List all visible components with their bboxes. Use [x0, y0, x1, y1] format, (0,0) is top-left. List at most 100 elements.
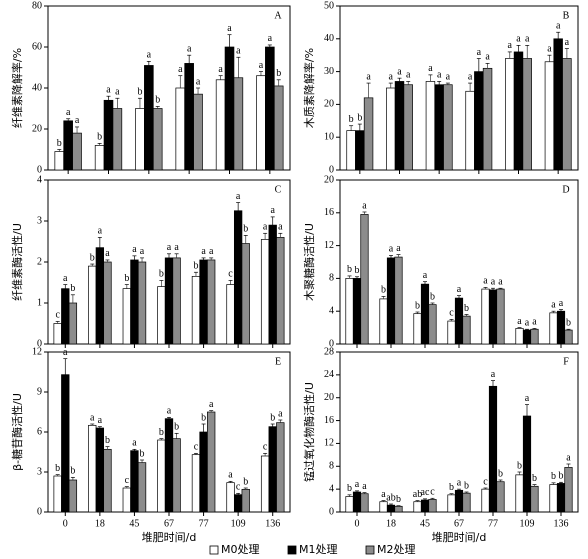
y-axis-label: 木质素降解率/% — [302, 48, 316, 128]
bar — [157, 286, 166, 345]
y-tick-label: 8 — [329, 461, 334, 472]
bar — [505, 58, 515, 171]
significance-letter: b — [449, 482, 454, 493]
bar — [164, 257, 174, 345]
significance-letter: ab — [413, 489, 422, 500]
significance-letter: a — [209, 246, 214, 257]
significance-letter: b — [415, 300, 420, 311]
significance-letter: a — [566, 452, 571, 463]
bar — [172, 438, 181, 513]
significance-letter: a — [278, 408, 283, 419]
significance-letter: c — [263, 442, 268, 453]
y-axis-label: 纤维素降解率/% — [10, 48, 24, 128]
significance-letter: a — [75, 115, 80, 126]
bar — [481, 488, 490, 513]
bar — [481, 288, 490, 345]
y-tick-label: 4 — [329, 483, 334, 494]
bar — [95, 247, 105, 345]
bar — [352, 278, 362, 345]
significance-letter: a — [115, 87, 120, 98]
significance-letter: a — [167, 406, 172, 417]
bar — [462, 315, 471, 345]
significance-letter: a — [559, 298, 564, 309]
significance-letter: a — [508, 40, 513, 51]
bar — [199, 431, 208, 513]
x-tick-label: 136 — [265, 518, 280, 529]
y-tick-label: 0 — [37, 338, 42, 349]
bar — [224, 46, 235, 171]
significance-letter: a — [485, 52, 490, 63]
y-tick-label: 16 — [324, 207, 334, 218]
significance-letter: c — [483, 476, 488, 487]
bar — [53, 323, 62, 345]
bar — [363, 97, 374, 171]
bar — [379, 298, 388, 345]
y-axis-label: 锰过氧化物酶活性/U — [302, 382, 316, 482]
bar — [530, 485, 539, 513]
bar — [413, 313, 422, 345]
y-tick-label: 3 — [37, 215, 42, 226]
significance-letter: a — [209, 399, 214, 410]
significance-letter: a — [140, 246, 145, 257]
bar — [355, 130, 365, 171]
significance-letter: a — [63, 347, 68, 358]
significance-letter: a — [270, 205, 275, 216]
bar — [386, 504, 396, 513]
significance-letter: b — [90, 252, 95, 263]
x-tick-label: 18 — [386, 518, 396, 529]
bar — [428, 499, 437, 513]
significance-letter: a — [457, 284, 462, 295]
significance-letter: b — [532, 473, 537, 484]
significance-letter: a — [201, 246, 206, 257]
significance-letter: ab — [386, 492, 395, 503]
bar — [360, 214, 369, 345]
bar — [265, 46, 275, 171]
significance-letter: a — [98, 415, 103, 426]
significance-letter: b — [566, 318, 571, 329]
significance-letter: b — [464, 480, 469, 491]
bar — [191, 454, 201, 513]
bar — [175, 87, 186, 171]
legend: M0处理 M1处理 M2处理 — [209, 543, 416, 556]
y-tick-label: 28 — [324, 346, 334, 357]
significance-letter: b — [276, 68, 281, 79]
bar — [352, 491, 362, 513]
bar — [137, 261, 147, 345]
significance-letter: a — [428, 63, 433, 74]
bar — [420, 499, 430, 513]
significance-letter: a — [90, 412, 95, 423]
significance-letter: a — [389, 244, 394, 255]
significance-letter: a — [132, 438, 137, 449]
significance-letter: a — [491, 277, 496, 288]
bar — [443, 84, 453, 171]
bar — [447, 320, 456, 345]
x-tick-label: 67 — [164, 518, 174, 529]
bar — [434, 84, 444, 171]
bar — [88, 424, 97, 513]
x-tick-label: 45 — [420, 518, 430, 529]
significance-letter: b — [551, 471, 556, 482]
bar — [164, 418, 174, 513]
y-tick-label: 20 — [324, 392, 334, 403]
significance-letter: a — [532, 317, 537, 328]
legend-label: M2处理 — [377, 543, 416, 556]
bar — [172, 257, 181, 345]
y-tick-label: 40 — [32, 82, 42, 93]
significance-letter: c — [125, 475, 130, 486]
significance-letter: c — [430, 487, 435, 498]
bar — [553, 38, 563, 171]
bar — [68, 479, 78, 513]
y-tick-label: 0 — [329, 506, 334, 517]
bar — [488, 289, 498, 345]
bar — [193, 93, 203, 171]
significance-letter: c — [228, 269, 233, 280]
bar — [513, 51, 524, 171]
bar — [130, 259, 139, 345]
bar — [122, 288, 131, 345]
bar — [63, 120, 73, 171]
